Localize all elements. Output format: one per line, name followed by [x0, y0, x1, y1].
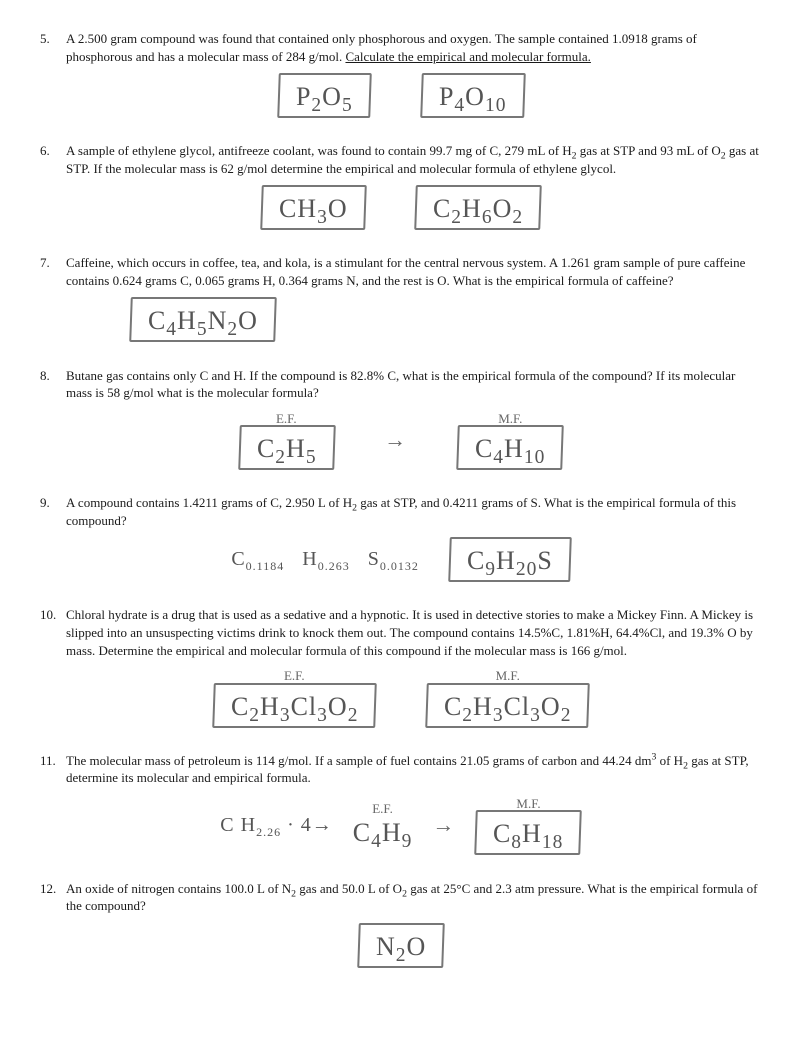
- answer-molecular: C2H3Cl3O2: [425, 683, 590, 728]
- question-text: A compound contains 1.4211 grams of C, 2…: [66, 494, 762, 529]
- answer-empirical: N2O: [357, 923, 445, 968]
- answer-empirical: C4H9: [353, 815, 413, 850]
- problem-8: 8. Butane gas contains only C and H. If …: [40, 367, 762, 471]
- answer-ef-wrap: E.F. C2H3Cl3O2: [213, 667, 376, 728]
- problem-11: 11. The molecular mass of petroleum is 1…: [40, 752, 762, 856]
- question-row: 7. Caffeine, which occurs in coffee, tea…: [40, 254, 762, 289]
- question-number: 7.: [40, 254, 66, 272]
- answer-molecular: C4H10: [456, 425, 564, 470]
- answer-row: E.F. C2H3Cl3O2 M.F. C2H3Cl3O2: [40, 667, 762, 728]
- answer-empirical: C2H3Cl3O2: [212, 683, 377, 728]
- answer-empirical: C2H5: [238, 425, 335, 470]
- answer-mf-wrap: M.F. C8H18: [475, 795, 581, 856]
- problem-7: 7. Caffeine, which occurs in coffee, tea…: [40, 254, 762, 342]
- question-row: 8. Butane gas contains only C and H. If …: [40, 367, 762, 402]
- question-row: 6. A sample of ethylene glycol, antifree…: [40, 142, 762, 177]
- answer-row: C0.1184 H0.263 S0.0132 C9H20S: [40, 537, 762, 582]
- answer-row: E.F. C2H5 → M.F. C4H10: [40, 410, 762, 471]
- answer-ef-wrap: E.F. C2H5: [239, 410, 335, 471]
- answer-empirical: P2O5: [277, 73, 371, 118]
- question-row: 5. A 2.500 gram compound was found that …: [40, 30, 762, 65]
- question-text: Butane gas contains only C and H. If the…: [66, 367, 762, 402]
- work-shown: C0.1184 H0.263 S0.0132: [231, 546, 418, 573]
- arrow-icon: →: [432, 810, 455, 840]
- arrow-icon: →: [384, 425, 407, 455]
- question-number: 11.: [40, 752, 66, 770]
- problem-12: 12. An oxide of nitrogen contains 100.0 …: [40, 880, 762, 968]
- problem-6: 6. A sample of ethylene glycol, antifree…: [40, 142, 762, 230]
- answer-empirical: CH3O: [260, 185, 366, 230]
- answer-ef-wrap: E.F. C4H9: [353, 800, 413, 851]
- question-text: A 2.500 gram compound was found that con…: [66, 30, 762, 65]
- question-row: 11. The molecular mass of petroleum is 1…: [40, 752, 762, 787]
- problem-5: 5. A 2.500 gram compound was found that …: [40, 30, 762, 118]
- question-text: The molecular mass of petroleum is 114 g…: [66, 752, 762, 787]
- question-row: 12. An oxide of nitrogen contains 100.0 …: [40, 880, 762, 915]
- answer-mf-wrap: M.F. C4H10: [457, 410, 563, 471]
- answer-empirical: C9H20S: [448, 537, 571, 582]
- question-text: A sample of ethylene glycol, antifreeze …: [66, 142, 762, 177]
- answer-row: CH3O C2H6O2: [40, 185, 762, 230]
- problem-10: 10. Chloral hydrate is a drug that is us…: [40, 606, 762, 727]
- answer-row: N2O: [40, 923, 762, 968]
- work-shown: C H2.26 · 4→: [220, 812, 332, 839]
- question-number: 8.: [40, 367, 66, 385]
- question-number: 12.: [40, 880, 66, 898]
- answer-molecular: C8H18: [475, 810, 583, 855]
- question-number: 9.: [40, 494, 66, 512]
- answer-mf-wrap: M.F. C2H3Cl3O2: [426, 667, 589, 728]
- question-row: 9. A compound contains 1.4211 grams of C…: [40, 494, 762, 529]
- answer-row: C H2.26 · 4→ E.F. C4H9 → M.F. C8H18: [40, 795, 762, 856]
- answer-molecular: P4O10: [420, 73, 525, 118]
- question-text: Caffeine, which occurs in coffee, tea, a…: [66, 254, 762, 289]
- question-number: 5.: [40, 30, 66, 48]
- question-text: An oxide of nitrogen contains 100.0 L of…: [66, 880, 762, 915]
- answer-molecular: C2H6O2: [414, 185, 542, 230]
- question-number: 6.: [40, 142, 66, 160]
- answer-row: C4H5N2O: [130, 297, 762, 342]
- answer-empirical: C4H5N2O: [129, 297, 277, 342]
- question-text: Chloral hydrate is a drug that is used a…: [66, 606, 762, 659]
- problem-9: 9. A compound contains 1.4211 grams of C…: [40, 494, 762, 582]
- question-number: 10.: [40, 606, 66, 624]
- answer-row: P2O5 P4O10: [40, 73, 762, 118]
- question-row: 10. Chloral hydrate is a drug that is us…: [40, 606, 762, 659]
